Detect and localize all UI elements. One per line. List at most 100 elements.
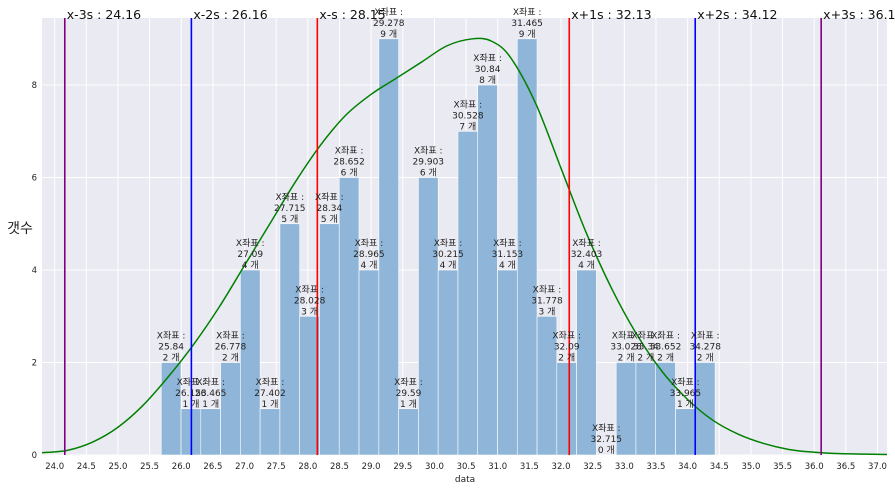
bar-value-label: X좌표 : — [592, 423, 621, 434]
bar-value-label: 26.778 — [215, 343, 247, 353]
bar-value-label: 0 개 — [598, 445, 615, 456]
y-tick-label: 2 — [32, 359, 37, 369]
histogram-bar — [378, 38, 399, 456]
x-tick-label: 28.5 — [330, 462, 349, 472]
x-tick-label: 25.5 — [140, 462, 159, 472]
bar-value-label: 29.903 — [413, 158, 445, 168]
histogram-bar — [437, 269, 459, 456]
histogram-bar — [259, 408, 281, 456]
bar-value-label: X좌표 : — [671, 377, 700, 388]
y-tick-label: 6 — [32, 174, 37, 184]
bar-value-label: X좌표 : — [632, 331, 661, 342]
x-tick-label: 33.0 — [615, 462, 634, 472]
bar-value-label: X좌표 : — [414, 146, 443, 157]
std-dev-label: x-s : 28.15 — [319, 7, 385, 22]
kde-curve — [41, 37, 888, 456]
x-tick-label: 29.5 — [393, 462, 412, 472]
bar-value-label: 28.652 — [333, 158, 365, 168]
histogram-bar — [576, 269, 597, 456]
bar-value-label: 29.278 — [373, 19, 405, 29]
bar-value-label: 32.403 — [571, 250, 603, 260]
bar-value-label: 30.528 — [452, 111, 484, 121]
bar-value-label: X좌표 : — [454, 99, 483, 110]
bar-value-label: 3 개 — [301, 306, 318, 317]
bar-value-label: 32.09 — [554, 343, 580, 353]
histogram-bar — [516, 38, 538, 456]
bar-value-label: 2 개 — [618, 353, 635, 364]
x-tick-label: 36.0 — [805, 462, 824, 472]
x-tick-label: 37.0 — [868, 462, 887, 472]
x-tick-label: 35.5 — [773, 462, 792, 472]
bar-value-label: 33.34 — [633, 343, 659, 353]
bar-value-label: 2 개 — [163, 353, 180, 364]
x-tick-label: 31.5 — [520, 462, 539, 472]
bar-value-label: 2 개 — [222, 353, 239, 364]
bar-value-label: X좌표 : — [335, 146, 364, 157]
x-tick-label: 34.0 — [678, 462, 697, 472]
histogram-bar — [279, 223, 300, 456]
histogram-bar — [497, 269, 518, 456]
bar-value-label: 26.465 — [195, 389, 227, 399]
bar-value-label: X좌표 : — [533, 284, 562, 295]
bar-value-label: X좌표 : — [612, 331, 641, 342]
histogram-bar — [457, 130, 479, 456]
histogram-bar — [220, 362, 241, 456]
bar-value-label: X좌표 : — [434, 238, 463, 249]
y-tick-label: 8 — [32, 81, 37, 91]
x-tick-label: 35.0 — [741, 462, 760, 472]
bar-value-label: X좌표 : — [177, 377, 206, 388]
x-axis-label: data — [455, 475, 475, 485]
bar-value-label: 28.965 — [353, 250, 385, 260]
histogram-bar — [675, 408, 696, 456]
bar-value-label: 9 개 — [380, 29, 397, 40]
std-dev-label: x-2s : 26.16 — [193, 7, 267, 22]
bar-value-label: 4 개 — [242, 260, 259, 271]
bar-value-label: 31.465 — [511, 19, 543, 29]
histogram-bar — [200, 408, 221, 456]
std-dev-lines: x-3s : 24.16 x-2s : 26.16 x-s : 28.15 x+1s … — [63, 7, 895, 455]
bar-value-label: 9 개 — [519, 29, 536, 40]
bar-value-label: 33.965 — [670, 389, 702, 399]
x-tick-label: 30.0 — [425, 462, 444, 472]
y-axis-label: 갯수 — [7, 221, 33, 237]
bar-value-label: 28.028 — [294, 296, 326, 306]
histogram-bar — [398, 408, 419, 456]
bar-value-label: 1 개 — [182, 399, 199, 410]
bar-value-label: 1 개 — [400, 399, 417, 410]
std-dev-label: x+3s : 36.11 — [823, 7, 895, 22]
bar-value-label: X좌표 : — [275, 192, 304, 203]
bar-value-label: 31.778 — [531, 296, 563, 306]
x-tick-label: 24.0 — [45, 462, 64, 472]
bar-value-label: 2 개 — [657, 353, 674, 364]
bar-value-label: X좌표 : — [572, 238, 601, 249]
histogram-bar — [635, 362, 657, 456]
bar-value-label: 4 개 — [499, 260, 516, 271]
x-tick-label: 31.0 — [488, 462, 507, 472]
bar-value-label: 32.715 — [591, 435, 623, 445]
bar-value-label: 28.34 — [316, 204, 342, 214]
histogram-bar — [477, 84, 498, 456]
bar-value-label: 33.028 — [610, 343, 642, 353]
std-dev-label: x-3s : 24.16 — [67, 7, 141, 22]
histogram-bar — [338, 177, 360, 456]
histogram-bar — [319, 223, 340, 456]
bar-value-label: 4 개 — [360, 260, 377, 271]
histogram-bar — [240, 269, 261, 456]
bar-value-label: 29.59 — [396, 389, 422, 399]
bar-value-label: 6 개 — [420, 168, 437, 179]
bar-value-label: 2 개 — [637, 353, 654, 364]
bar-value-label: 31.153 — [492, 250, 524, 260]
histogram-bar — [418, 177, 439, 456]
x-tick-label: 27.0 — [235, 462, 254, 472]
x-tick-label: 26.0 — [172, 462, 191, 472]
x-tick-label: 34.5 — [710, 462, 729, 472]
bar-value-label: X좌표 : — [651, 331, 680, 342]
bar-value-label: 30.215 — [432, 250, 464, 260]
x-tick-label: 29.0 — [362, 462, 381, 472]
bar-value-label: 30.84 — [475, 65, 501, 75]
bar-value-label: X좌표 : — [513, 7, 542, 18]
bar-value-label: 27.715 — [274, 204, 306, 214]
bar-value-label: 2 개 — [697, 353, 714, 364]
bar-value-label: X좌표 : — [315, 192, 344, 203]
